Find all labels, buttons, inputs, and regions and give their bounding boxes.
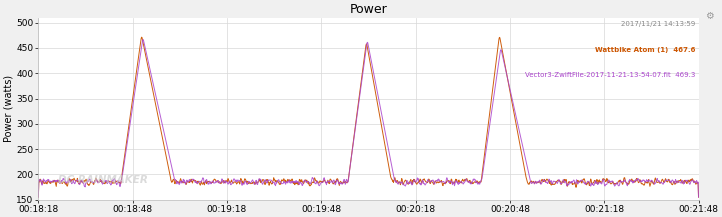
Y-axis label: Power (watts): Power (watts)	[4, 75, 14, 142]
Text: 2017/11/21 14:13:59: 2017/11/21 14:13:59	[621, 21, 695, 27]
Text: Vector3-ZwiftFile-2017-11-21-13-54-07.fit  469.3: Vector3-ZwiftFile-2017-11-21-13-54-07.fi…	[525, 72, 695, 78]
Text: DC RAINMAKER: DC RAINMAKER	[58, 175, 148, 185]
Text: ⚙: ⚙	[705, 11, 713, 21]
Text: Wattbike Atom (1)  467.6: Wattbike Atom (1) 467.6	[595, 47, 695, 53]
Title: Power: Power	[349, 3, 387, 16]
